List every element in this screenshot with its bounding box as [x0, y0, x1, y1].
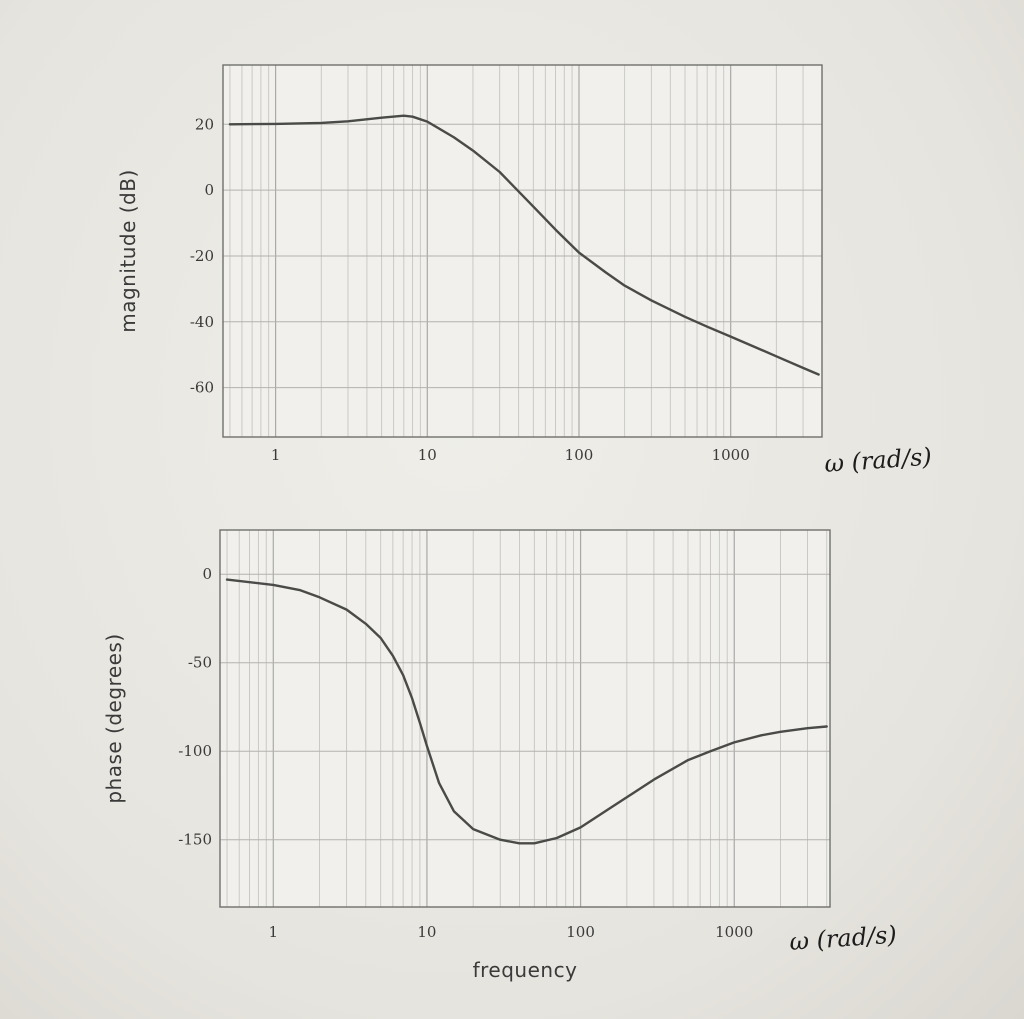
- x-tick-label: 1000: [712, 446, 750, 464]
- y-tick-label: -40: [190, 313, 214, 331]
- y-tick-label: 20: [195, 115, 214, 133]
- x-tick-label: 1: [269, 923, 279, 941]
- y-tick-label: -50: [188, 654, 212, 672]
- grid: [223, 65, 823, 437]
- x-tick-label: 1: [271, 446, 281, 464]
- series-line: [228, 114, 820, 376]
- x-tick-label: 10: [418, 446, 437, 464]
- y-tick-label: -60: [190, 379, 214, 397]
- x-tick-label: 1000: [715, 923, 753, 941]
- y-tick-label: -20: [190, 247, 214, 265]
- y-tick-label: -150: [178, 831, 212, 849]
- plot-frame: [219, 529, 831, 908]
- x-tick-label: 100: [566, 923, 595, 941]
- y-tick-label: -100: [178, 742, 212, 760]
- y-tick-label: 0: [202, 565, 212, 583]
- x-axis-label: frequency: [473, 958, 578, 982]
- x-tick-label: 10: [417, 923, 436, 941]
- y-axis-label: magnitude (dB): [116, 169, 140, 333]
- y-axis-label: phase (degrees): [102, 633, 126, 803]
- phase-chart: 0 -50 -100 -150 1 10 100 1000 phase (degrees) fre…: [102, 529, 898, 982]
- plot-frame: [222, 64, 823, 438]
- plot-area: [220, 530, 830, 907]
- plot-area: [223, 65, 822, 437]
- handwritten-annotation: ω (rad/s): [823, 443, 932, 478]
- x-tick-label: 100: [565, 446, 594, 464]
- y-tick-label: 0: [204, 181, 214, 199]
- handwritten-annotation: ω (rad/s): [788, 921, 897, 956]
- grid: [220, 530, 830, 907]
- magnitude-chart: 20 0 -20 -40 -60 1 10 100 1000 magnitude (dB) ω (r…: [116, 64, 933, 478]
- series-line: [225, 578, 828, 845]
